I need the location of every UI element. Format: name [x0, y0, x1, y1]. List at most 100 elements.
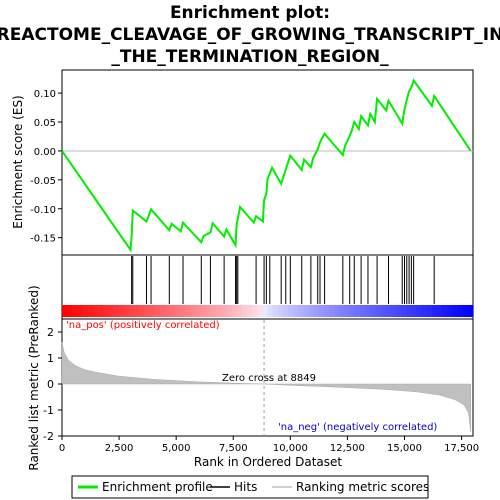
- metric-ytick-label: 1: [47, 352, 54, 365]
- color-bar-segment: [385, 305, 392, 317]
- color-bar-segment: [401, 305, 407, 317]
- color-bar-segment: [236, 305, 243, 317]
- color-bar-segment: [442, 305, 448, 317]
- color-bar-segment: [139, 305, 145, 317]
- metric-ytick-label: -1: [43, 404, 54, 417]
- color-bar-segment: [113, 305, 120, 317]
- axes-layer: 0.10 0.05 0.00 -0.05 -0.10 -0.15 2 1 0 -1 -2 0 2,500…: [30, 89, 479, 454]
- color-bar-segment: [169, 305, 176, 317]
- color-bar-segment: [447, 305, 454, 317]
- color-bar-segment: [380, 305, 387, 317]
- color-bar-segment: [339, 305, 346, 317]
- es-ytick-label: -0.15: [30, 234, 56, 245]
- metric-layer: [61, 320, 471, 436]
- color-bar-segment: [354, 305, 361, 317]
- color-bar-segment: [118, 305, 125, 317]
- metric-xtick-label: 7,500: [219, 443, 248, 454]
- color-bar-segment: [92, 305, 99, 317]
- color-bar-segment: [416, 305, 423, 317]
- legend-es-label: Enrichment profile: [102, 480, 213, 494]
- legend-metric-label: Ranking metric scores: [296, 480, 429, 494]
- color-bar-segment: [133, 305, 140, 317]
- color-bar-segment: [324, 305, 330, 317]
- color-bar-segment: [185, 305, 192, 317]
- pos-label: 'na_pos' (positively correlated): [66, 320, 220, 331]
- color-bar-segment: [344, 305, 351, 317]
- color-bar-segment: [365, 305, 371, 317]
- metric-ytick-label: 0: [47, 378, 54, 391]
- metric-xtick-label: 0: [59, 443, 65, 454]
- color-bar-segment: [457, 305, 464, 317]
- es-ytick-label: 0.10: [34, 89, 56, 100]
- es-ytick-label: 0.00: [34, 147, 56, 158]
- color-bar-segment: [82, 305, 89, 317]
- color-bar-segment: [298, 305, 305, 317]
- color-bar-segment: [462, 305, 469, 317]
- color-bar-segment: [175, 305, 181, 317]
- color-bar-segment: [431, 305, 438, 317]
- color-bar-segment: [128, 305, 135, 317]
- color-bar-segment: [221, 305, 227, 317]
- color-bar-segment: [421, 305, 428, 317]
- zero-cross-label: Zero cross at 8849: [222, 373, 316, 384]
- color-bar-segment: [395, 305, 402, 317]
- color-bar-segment: [246, 305, 253, 317]
- color-bar-segment: [67, 305, 73, 317]
- color-bar-segment: [231, 305, 238, 317]
- color-bar-segment: [159, 305, 166, 317]
- color-bar-segment: [87, 305, 94, 317]
- metric-xtick-label: 2,500: [105, 443, 134, 454]
- color-bar-segment: [210, 305, 217, 317]
- color-bar-segment: [282, 305, 289, 317]
- color-bar-segment: [154, 305, 161, 317]
- color-bar-segment: [123, 305, 130, 317]
- hits-layer: [131, 256, 435, 304]
- color-bar-segment: [303, 305, 310, 317]
- color-bar-segment: [205, 305, 212, 317]
- es-line: [61, 78, 472, 253]
- color-bar-segment: [180, 305, 186, 317]
- color-bar-segment: [390, 305, 397, 317]
- color-bar-segment: [293, 305, 299, 317]
- metric-ytick-label: 2: [47, 326, 54, 339]
- color-bar-segment: [359, 305, 366, 317]
- color-bar-segment: [334, 305, 341, 317]
- metric-xtick-label: 15,000: [387, 443, 422, 454]
- color-bar-segment: [190, 305, 197, 317]
- chart-title-line-1: Enrichment plot:: [170, 3, 330, 23]
- color-bar-segment: [411, 305, 418, 317]
- es-panel: [61, 69, 474, 256]
- color-bar-segment: [216, 305, 222, 317]
- neg-label: 'na_neg' (negatively correlated): [278, 422, 437, 433]
- color-bar-segment: [164, 305, 171, 317]
- color-bar-segment: [406, 305, 412, 317]
- color-bar-segment: [257, 305, 263, 317]
- legend-box: [71, 475, 429, 499]
- metric-area: [61, 342, 471, 433]
- es-ylabel: Enrichment score (ES): [11, 95, 25, 228]
- metric-xlabel: Rank in Ordered Dataset: [194, 455, 342, 469]
- metric-xtick-label: 17,500: [444, 443, 479, 454]
- color-bar-segment: [452, 305, 459, 317]
- es-ytick-label: 0.05: [34, 118, 56, 129]
- color-bar-segment: [195, 305, 202, 317]
- color-bar-segment: [467, 305, 474, 317]
- color-bar-segment: [267, 305, 274, 317]
- metric-xtick-label: 12,500: [330, 443, 365, 454]
- color-bar-segment: [349, 305, 356, 317]
- color-bar-segment: [226, 305, 233, 317]
- color-bar-segment: [108, 305, 114, 317]
- es-ytick-label: -0.10: [30, 205, 56, 216]
- metric-xtick-label: 5,000: [162, 443, 191, 454]
- color-bar-segment: [272, 305, 279, 317]
- metric-xtick-label: 10,000: [273, 443, 308, 454]
- metric-ylabel: Ranked list metric (PreRanked): [27, 285, 41, 470]
- es-layer: [61, 78, 473, 253]
- color-bar-segment: [375, 305, 382, 317]
- es-ytick-label: -0.05: [30, 176, 56, 187]
- color-bar-segment: [77, 305, 84, 317]
- color-bar-segment: [149, 305, 156, 317]
- color-bar-segment: [313, 305, 320, 317]
